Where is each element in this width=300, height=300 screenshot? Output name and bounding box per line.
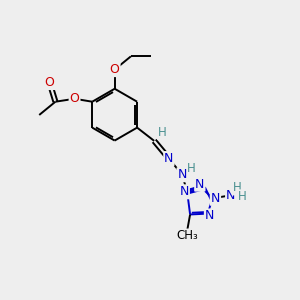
Text: CH₃: CH₃ (176, 230, 198, 242)
Text: H: H (233, 182, 242, 194)
Text: N: N (179, 185, 189, 198)
Text: N: N (195, 178, 205, 191)
Text: O: O (45, 76, 55, 89)
Text: O: O (70, 92, 80, 105)
Text: H: H (187, 162, 195, 175)
Text: H: H (158, 126, 167, 139)
Text: N: N (164, 152, 174, 165)
Text: N: N (226, 189, 236, 202)
Text: N: N (211, 192, 220, 205)
Text: N: N (205, 209, 214, 223)
Text: O: O (110, 63, 120, 76)
Text: N: N (178, 168, 187, 181)
Text: H: H (238, 190, 246, 203)
